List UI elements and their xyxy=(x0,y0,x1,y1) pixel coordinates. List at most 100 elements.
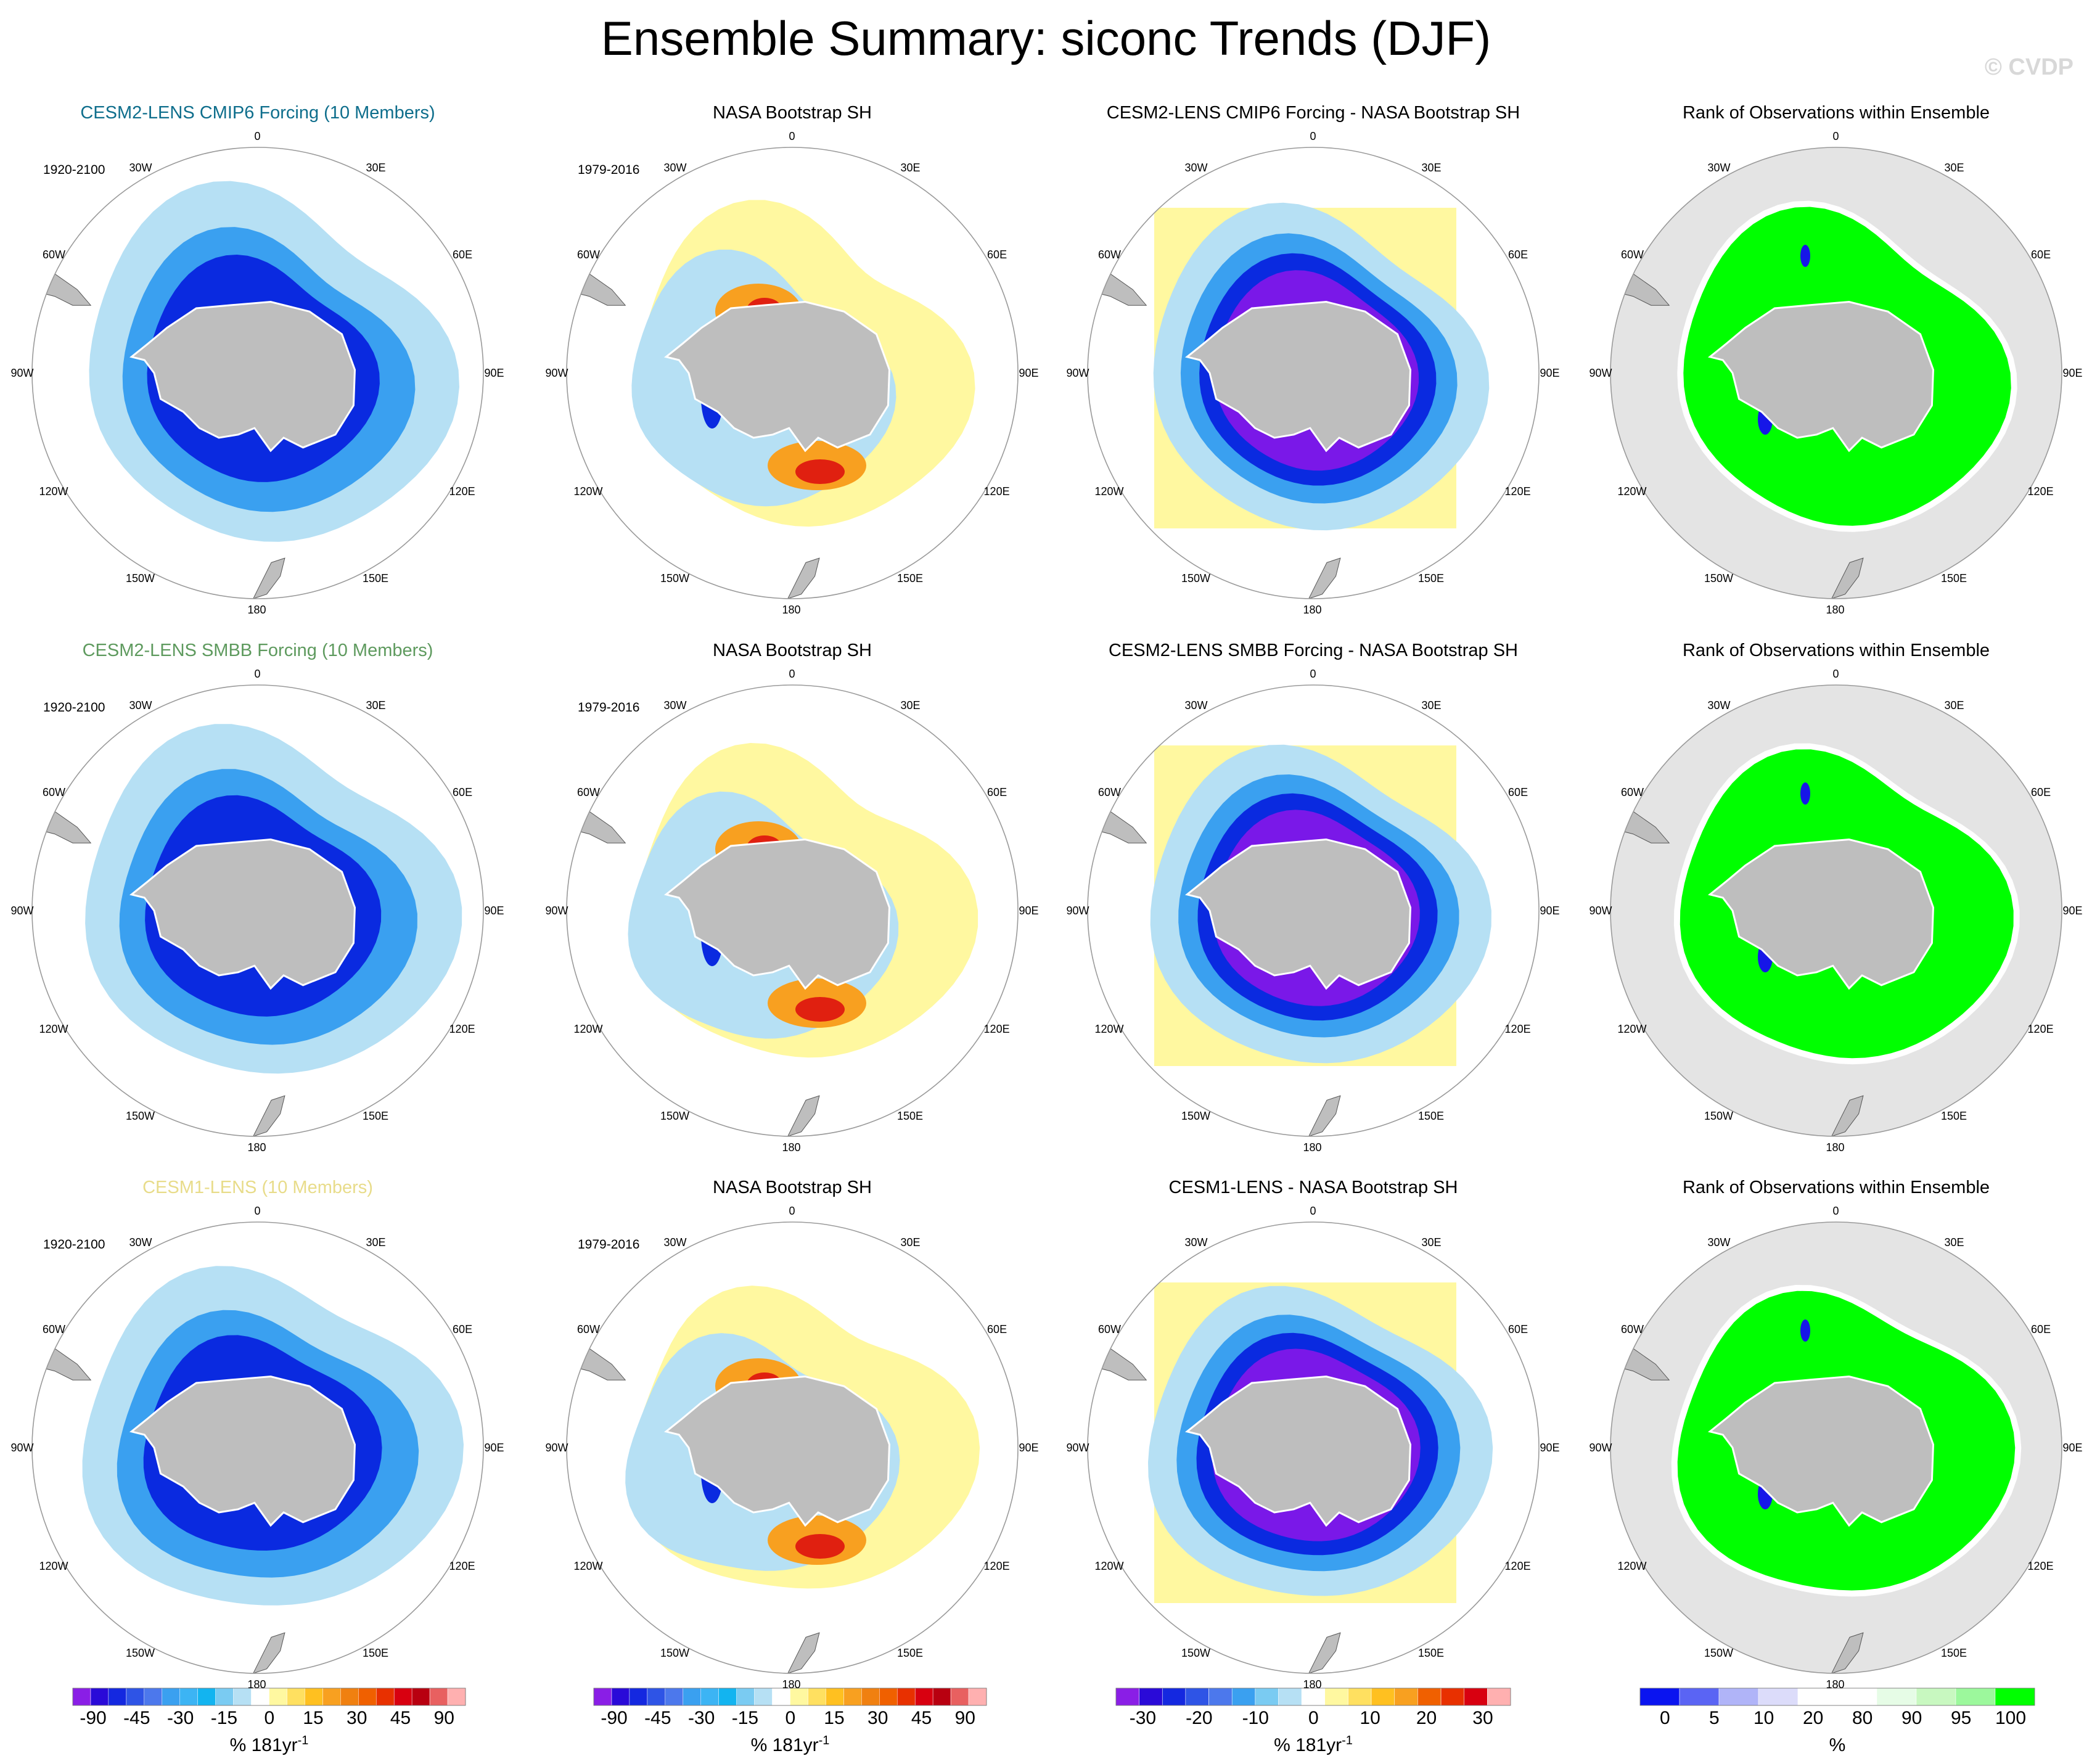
longitude-label: 30E xyxy=(1944,1236,1964,1249)
colorbar-swatch xyxy=(968,1688,987,1706)
antarctica-landmass xyxy=(663,1375,891,1527)
obs-trend-max-ross xyxy=(795,997,845,1022)
map-boundary-circle xyxy=(566,684,1019,1137)
colorbar-unit-label: % 181yr-1 xyxy=(73,1730,466,1756)
longitude-label: 120E xyxy=(983,1560,1010,1572)
model-period-label: 1920-2100 xyxy=(43,700,105,715)
rank-field-low-spot xyxy=(1800,245,1810,267)
colorbar-swatch xyxy=(683,1688,702,1706)
colorbar-swatch xyxy=(826,1688,844,1706)
longitude-label: 30W xyxy=(1184,699,1208,712)
map-obs-row-3 xyxy=(566,1221,1019,1674)
colorbar-swatch xyxy=(1278,1688,1302,1706)
panel-title-model: CESM1-LENS (10 Members) xyxy=(142,1178,373,1197)
longitude-label: 150E xyxy=(363,1109,389,1122)
colorbar-tick-label: 30 xyxy=(1472,1708,1493,1728)
panel-title-rank: Rank of Observations within Ensemble xyxy=(1682,1178,1990,1197)
colorbar-tick-label: 45 xyxy=(390,1708,411,1728)
colorbar-swatch xyxy=(1417,1688,1442,1706)
panel-title-diff: CESM2-LENS SMBB Forcing - NASA Bootstrap… xyxy=(1109,641,1518,660)
colorbar-swatch xyxy=(411,1688,430,1706)
colorbar-swatch xyxy=(447,1688,466,1706)
colorbar-tick-label: -90 xyxy=(601,1708,628,1728)
longitude-label: 150E xyxy=(1941,1109,1967,1122)
map-model-row-2 xyxy=(31,684,484,1137)
longitude-label: 180 xyxy=(1826,604,1845,616)
colorbar-swatch xyxy=(1348,1688,1372,1706)
map-boundary-circle xyxy=(31,1221,484,1674)
longitude-label: 150E xyxy=(897,1109,924,1122)
longitude-label: 180 xyxy=(1826,1678,1845,1691)
figure-title: Ensemble Summary: siconc Trends (DJF) xyxy=(601,11,1491,65)
colorbar-tick-label: 5 xyxy=(1709,1708,1720,1728)
longitude-label: 180 xyxy=(247,1678,266,1691)
longitude-label: 120W xyxy=(39,1560,68,1572)
antarctica-landmass xyxy=(129,838,356,990)
colorbar-tick-label: 100 xyxy=(1995,1708,2027,1728)
longitude-label: 90E xyxy=(1019,905,1039,917)
obs-period-label: 1979-2016 xyxy=(578,700,640,715)
longitude-label: 30W xyxy=(129,1236,152,1249)
longitude-label: 180 xyxy=(247,604,266,616)
longitude-label: 120E xyxy=(983,485,1010,498)
longitude-label: 180 xyxy=(247,1141,266,1154)
map-field xyxy=(567,1222,1018,1673)
longitude-label: 60E xyxy=(2031,248,2051,261)
colorbar-swatch xyxy=(790,1688,808,1706)
map-model-row-1 xyxy=(31,147,484,599)
longitude-label: 0 xyxy=(254,668,261,680)
map-obs-row-1 xyxy=(566,147,1019,599)
colorbar-unit-label: % xyxy=(1640,1730,2035,1756)
model-period-label: 1920-2100 xyxy=(43,163,105,177)
longitude-label: 180 xyxy=(782,1678,801,1691)
longitude-label: 60W xyxy=(42,786,65,798)
longitude-label: 150E xyxy=(363,572,389,585)
longitude-label: 90W xyxy=(1589,367,1612,379)
colorbar-swatch xyxy=(322,1688,341,1706)
longitude-label: 120W xyxy=(1094,1560,1124,1572)
longitude-label: 90W xyxy=(10,367,34,379)
map-diff-row-3 xyxy=(1087,1221,1540,1674)
colorbar-swatch xyxy=(1837,1688,1877,1706)
colorbar-swatch xyxy=(1301,1688,1326,1706)
longitude-label: 60W xyxy=(576,786,600,798)
colorbar-unit-label: % 181yr-1 xyxy=(1116,1730,1511,1756)
panel-title-obs: NASA Bootstrap SH xyxy=(713,1178,872,1197)
obs-period-label: 1979-2016 xyxy=(578,1237,640,1252)
map-boundary-circle xyxy=(566,1221,1019,1674)
colorbar-tick-label: 0 xyxy=(264,1708,275,1728)
longitude-label: 150W xyxy=(1181,572,1211,585)
longitude-label: 60E xyxy=(2031,786,2051,798)
colorbar-tick-label: -45 xyxy=(123,1708,150,1728)
new-zealand-landmass xyxy=(252,1632,285,1673)
new-zealand-landmass xyxy=(1308,1632,1341,1673)
longitude-label: 30W xyxy=(1707,162,1731,174)
new-zealand-landmass xyxy=(787,1095,820,1136)
longitude-label: 150E xyxy=(363,1646,389,1659)
colorbar-tick-label: -15 xyxy=(210,1708,238,1728)
panel-title-obs: NASA Bootstrap SH xyxy=(713,641,872,660)
longitude-label: 90E xyxy=(1540,367,1560,379)
longitude-label: 0 xyxy=(1832,130,1839,142)
colorbar-swatch xyxy=(269,1688,287,1706)
longitude-label: 60E xyxy=(453,248,473,261)
map-boundary-circle xyxy=(566,147,1019,599)
colorbar-swatch xyxy=(393,1688,412,1706)
colorbar-swatch xyxy=(1464,1688,1488,1706)
longitude-label: 30W xyxy=(1707,699,1731,712)
longitude-label: 90W xyxy=(545,1442,568,1454)
panel-title-rank: Rank of Observations within Ensemble xyxy=(1682,103,1990,123)
colorbar-tick-label: 10 xyxy=(1754,1708,1774,1728)
colorbar-swatch xyxy=(700,1688,719,1706)
longitude-label: 150W xyxy=(660,572,690,585)
map-field xyxy=(1088,1222,1539,1673)
antarctica-landmass xyxy=(1707,1375,1935,1527)
map-rank-row-3 xyxy=(1610,1221,2062,1674)
colorbar-tick-label: 20 xyxy=(1803,1708,1824,1728)
colorbar-tick-label: 95 xyxy=(1951,1708,1972,1728)
new-zealand-landmass xyxy=(787,557,820,599)
colorbar-tick-label: 30 xyxy=(868,1708,888,1728)
colorbar-swatch xyxy=(1115,1688,1139,1706)
